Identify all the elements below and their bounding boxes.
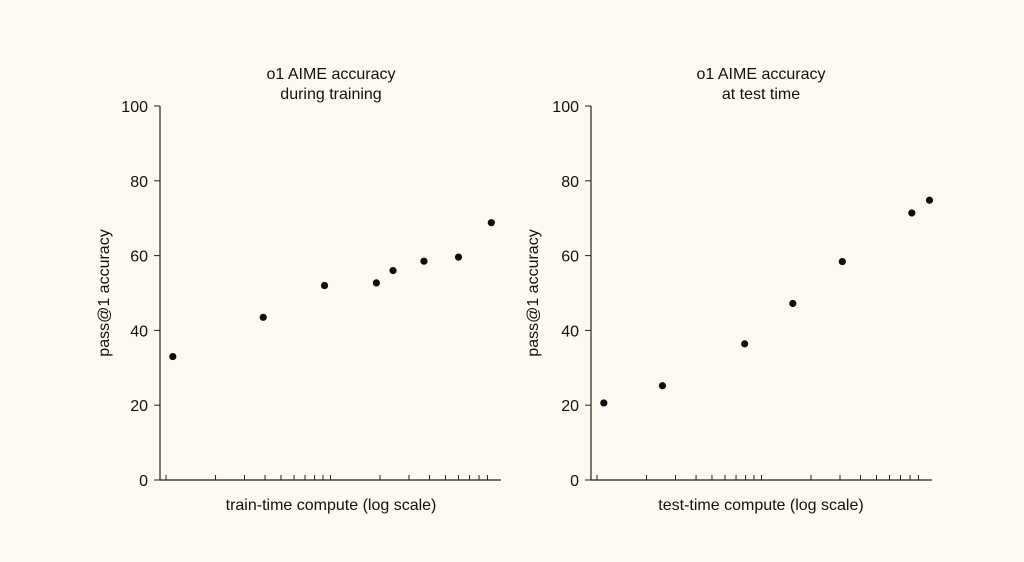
- data-point: [169, 352, 177, 361]
- data-point: [454, 253, 463, 261]
- data-point: [320, 281, 329, 290]
- x-ticks: [596, 475, 919, 480]
- data-point: [600, 399, 608, 407]
- y-tick-label: 20: [561, 398, 579, 415]
- chart-test-time: o1 AIME accuracy at test time 0 20 40 60 80 1…: [525, 66, 934, 514]
- y-ticks: 0 20 40 60 80 100: [552, 99, 591, 490]
- data-point: [658, 382, 667, 390]
- chart-title-line-1: o1 AIME accuracy: [267, 66, 396, 83]
- y-tick-label: 20: [130, 398, 148, 415]
- y-tick-label: 0: [570, 473, 579, 490]
- y-tick-label: 100: [121, 99, 148, 116]
- data-point: [420, 257, 428, 265]
- y-tick-label: 40: [130, 323, 148, 340]
- chart-title-line-2: during training: [280, 86, 381, 103]
- data-point: [925, 196, 934, 204]
- x-axis-label: test-time compute (log scale): [658, 497, 863, 514]
- data-point: [789, 299, 797, 308]
- y-tick-label: 0: [139, 473, 148, 490]
- data-point: [908, 209, 916, 217]
- y-ticks: 0 20 40 60 80 100: [121, 99, 160, 490]
- data-point: [741, 340, 749, 348]
- data-point: [259, 313, 267, 321]
- y-axis-label: pass@1 accuracy: [96, 229, 113, 356]
- y-tick-label: 60: [130, 249, 148, 266]
- data-point: [838, 257, 846, 266]
- data-points: [600, 196, 934, 407]
- y-axis-label: pass@1 accuracy: [525, 229, 542, 356]
- chart-training: o1 AIME accuracy during training 0 20 40 60…: [96, 66, 501, 514]
- data-point: [487, 219, 495, 227]
- data-point: [372, 279, 380, 287]
- x-axis-label: train-time compute (log scale): [226, 497, 437, 514]
- data-points: [169, 219, 495, 361]
- data-point: [389, 266, 397, 275]
- y-tick-label: 100: [552, 99, 579, 116]
- chart-title-line-2: at test time: [722, 86, 800, 103]
- y-tick-label: 80: [561, 174, 579, 191]
- chart-title-line-1: o1 AIME accuracy: [697, 66, 826, 83]
- y-tick-label: 40: [561, 323, 579, 340]
- y-tick-label: 80: [130, 174, 148, 191]
- y-tick-label: 60: [561, 249, 579, 266]
- x-ticks: [165, 475, 488, 480]
